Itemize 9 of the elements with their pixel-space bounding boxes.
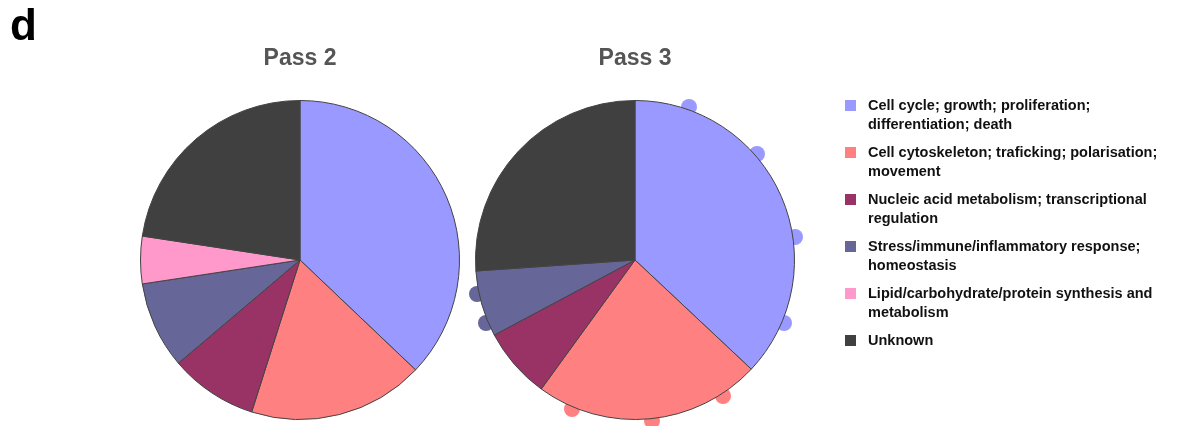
legend-label: Cell cytoskeleton; traficking; polarisation; movement [868, 143, 1159, 181]
legend-label: Lipid/carbohydrate/protein synthesis and metabolism [868, 284, 1154, 322]
legend-label: Cell cycle; growth; proliferation; differentiation; death [868, 96, 1092, 134]
legend-label: Nucleic acid metabolism; transcriptional regulation [868, 190, 1148, 228]
legend-label: Stress/immune/inflammatory response; homeostasis [868, 237, 1142, 275]
text: d [10, 0, 37, 50]
chart-title: Pass 2 [262, 44, 338, 71]
chart-title: Pass 3 [597, 44, 673, 71]
legend-label: Unknown [868, 331, 934, 350]
